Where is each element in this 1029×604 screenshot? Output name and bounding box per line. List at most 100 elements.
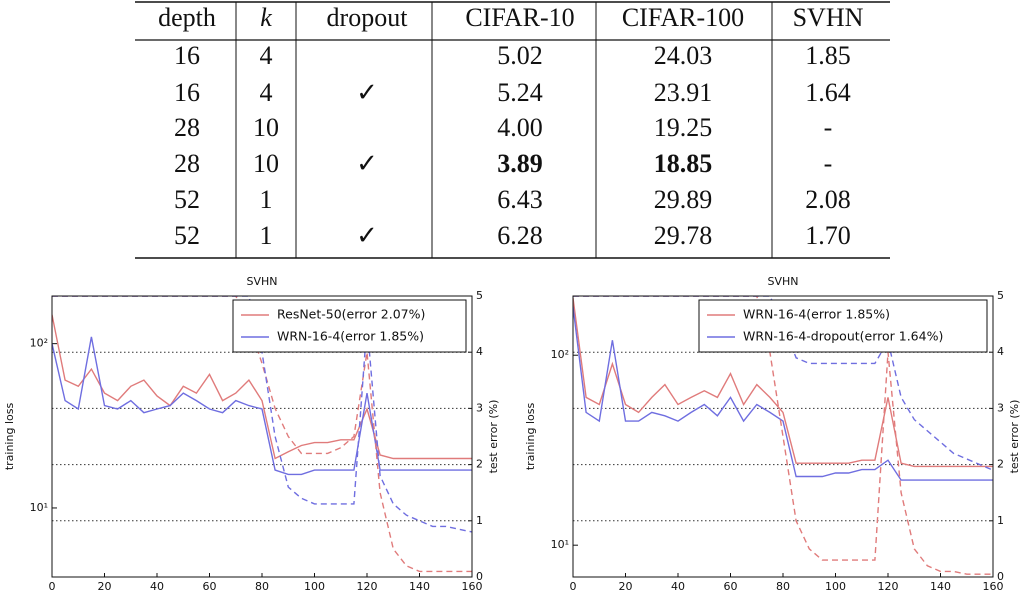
table-cell: 1 [260,221,273,250]
y-axis-label: training loss [524,403,537,471]
series-line [52,296,472,573]
plot-frame [572,295,994,578]
series-line [573,296,993,471]
table-cell: 1.64 [805,78,851,107]
y2-tick-label: 5 [997,289,1004,302]
table-header: dropout [327,3,409,32]
y2-tick-label: 3 [997,401,1004,414]
legend-label: WRN-16-4(error 1.85%) [277,329,424,344]
table-header: CIFAR-10 [465,3,574,32]
y2-tick-label: 4 [997,345,1004,358]
legend-label: ResNet-50(error 2.07%) [277,307,425,322]
y2-tick-label: 0 [997,570,1004,583]
table-cell: 23.91 [654,78,713,107]
x-tick-label: 160 [983,580,1004,593]
legend-label: WRN-16-4-dropout(error 1.64%) [743,329,943,344]
table-cell: 3.89 [497,149,543,178]
table-cell: 6.43 [497,185,543,214]
y-tick-label: 10² [30,337,48,350]
x-tick-label: 0 [570,580,577,593]
y-tick-label: 10² [551,348,569,361]
chart: SVHN training loss test error (%) 0 1 2 3 4 5 10¹… [524,275,1021,593]
table-cell: 5.02 [497,41,543,70]
x-tick-label: 80 [255,580,269,593]
table-cell: 1 [260,185,273,214]
x-tick-label: 120 [878,580,899,593]
x-tick-label: 40 [150,580,164,593]
y2-tick-label: 4 [476,345,483,358]
legend: WRN-16-4(error 1.85%) WRN-16-4-dropout(er… [698,299,988,353]
x-tick-label: 160 [462,580,483,593]
results-table: depth k dropout CIFAR-10 CIFAR-100 SVHN 16 4 5.0… [135,1,890,259]
series-line [52,336,472,476]
x-tick-label: 40 [671,580,685,593]
table-cell: 4 [260,78,273,107]
table-cell: 4.00 [497,113,543,142]
table-cell: ✓ [356,149,378,178]
x-tick-label: 140 [409,580,430,593]
table-header: depth [158,3,216,32]
y2-tick-label: 2 [476,458,483,471]
series-line [573,306,993,481]
chart: SVHN training loss test error (%) 0 1 2 3 4 5 10¹… [3,275,500,593]
y-axis-label: training loss [3,403,16,471]
legend-box [232,299,467,353]
table-cell: 19.25 [654,113,713,142]
table-cell: 29.89 [654,185,713,214]
plot-frame [51,295,473,578]
y2-tick-label: 1 [476,514,483,527]
table-cell: 28 [174,113,200,142]
table-cell: 5.24 [497,78,543,107]
series-line [52,314,472,460]
y2-tick-label: 3 [476,401,483,414]
table-cell: 1.70 [805,221,851,250]
x-tick-label: 0 [49,580,56,593]
x-tick-label: 60 [203,580,217,593]
y-tick-label: 10¹ [551,538,569,551]
table-cell: 52 [174,185,200,214]
table-cell: 6.28 [497,221,543,250]
table-cell: ✓ [356,221,378,250]
table-cell: 4 [260,41,273,70]
x-tick-label: 80 [776,580,790,593]
table-cell: ✓ [356,78,378,107]
table-cell: 52 [174,221,200,250]
y2-tick-label: 0 [476,570,483,583]
table-cell: 28 [174,149,200,178]
chart-title: SVHN [767,275,798,288]
legend: ResNet-50(error 2.07%) WRN-16-4(error 1.8… [232,299,467,353]
y2-axis-label: test error (%) [487,400,500,474]
table-cell: 18.85 [654,149,713,178]
legend-box [698,299,988,353]
series-line [573,297,993,468]
table-cell: 10 [253,113,279,142]
y-tick-label: 10¹ [30,501,48,514]
x-tick-label: 100 [825,580,846,593]
x-tick-label: 20 [98,580,112,593]
x-tick-label: 20 [619,580,633,593]
y2-axis-label: test error (%) [1008,400,1021,474]
y2-tick-label: 5 [476,289,483,302]
series-line [573,296,993,575]
table-cell: 24.03 [654,41,713,70]
table-cell: 1.85 [805,41,851,70]
x-tick-label: 120 [357,580,378,593]
x-tick-label: 140 [930,580,951,593]
table-header: k [260,3,272,32]
x-tick-label: 100 [304,580,325,593]
table-cell: 2.08 [805,185,851,214]
table-cell: 29.78 [654,221,713,250]
table-cell: - [824,149,833,178]
table-cell: 16 [174,41,200,70]
table-cell: - [824,113,833,142]
x-tick-label: 60 [724,580,738,593]
table-header: CIFAR-100 [622,3,744,32]
y2-tick-label: 1 [997,514,1004,527]
table-header: SVHN [793,3,864,32]
chart-title: SVHN [246,275,277,288]
legend-label: WRN-16-4(error 1.85%) [743,307,890,322]
y2-tick-label: 2 [997,458,1004,471]
table-cell: 16 [174,78,200,107]
table-cell: 10 [253,149,279,178]
